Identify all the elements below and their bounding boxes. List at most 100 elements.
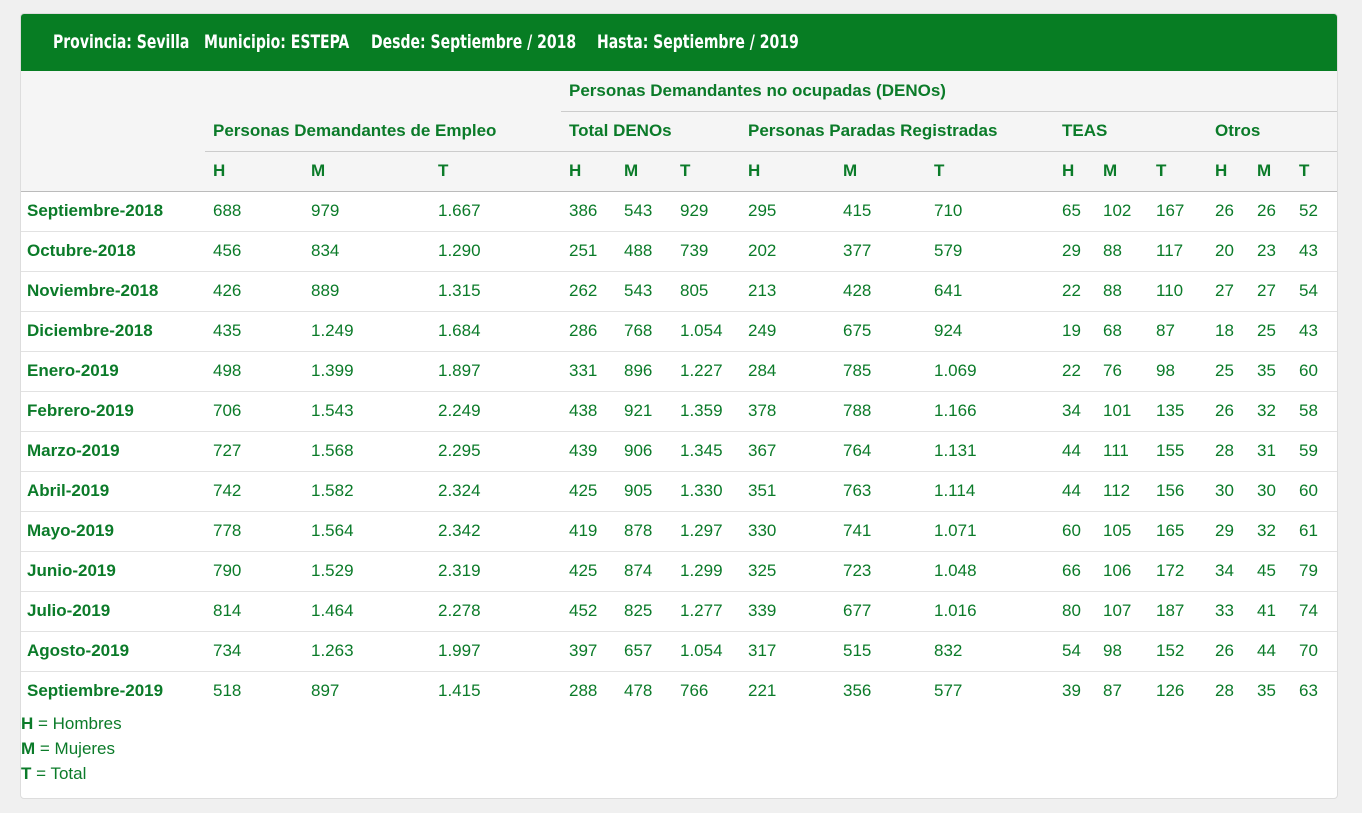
value-cell: 2.249: [430, 390, 561, 431]
value-cell: 1.359: [672, 390, 740, 431]
value-cell: 221: [740, 670, 835, 711]
value-cell: 785: [835, 350, 926, 391]
month-cell: Julio-2019: [21, 590, 205, 631]
col-header-otros-t: T: [1291, 151, 1337, 192]
value-cell: 76: [1095, 350, 1148, 391]
value-cell: 25: [1207, 350, 1249, 391]
value-cell: 1.997: [430, 630, 561, 671]
col-header-deno-h: H: [561, 151, 616, 192]
value-cell: 202: [740, 230, 835, 271]
value-cell: 1.315: [430, 270, 561, 311]
value-cell: 1.543: [303, 390, 430, 431]
value-cell: 834: [303, 230, 430, 271]
value-cell: 330: [740, 510, 835, 551]
blank-header-cell: [21, 71, 561, 111]
table-row: Febrero-2019 706 1.543 2.249 438 921 1.3…: [21, 390, 1337, 431]
value-cell: 98: [1095, 630, 1148, 671]
value-cell: 27: [1249, 270, 1291, 311]
value-cell: 33: [1207, 590, 1249, 631]
value-cell: 20: [1207, 230, 1249, 271]
sub-header-row: H M T H M T H M T H M T H M T: [21, 151, 1337, 192]
month-column-header: [21, 151, 205, 192]
table-row: Mayo-2019 778 1.564 2.342 419 878 1.297 …: [21, 510, 1337, 551]
legend-line: M = Mujeres: [21, 736, 1337, 761]
value-cell: 43: [1291, 230, 1337, 271]
value-cell: 111: [1095, 430, 1148, 471]
legend-text: = Total: [31, 764, 87, 783]
value-cell: 579: [926, 230, 1054, 271]
legend-key: M: [21, 739, 36, 758]
value-cell: 2.278: [430, 590, 561, 631]
value-cell: 763: [835, 470, 926, 511]
value-cell: 1.069: [926, 350, 1054, 391]
header-bar: Provincia: Sevilla Municipio: ESTEPA Des…: [21, 14, 1337, 71]
value-cell: 126: [1148, 670, 1207, 711]
header-bar-item-provincia: Provincia: Sevilla: [53, 31, 190, 53]
col-header-otros-h: H: [1207, 151, 1249, 192]
value-cell: 1.277: [672, 590, 740, 631]
month-cell: Octubre-2018: [21, 230, 205, 271]
legend-text: = Hombres: [33, 714, 122, 733]
value-cell: 1.897: [430, 350, 561, 391]
value-cell: 739: [672, 230, 740, 271]
value-cell: 2.342: [430, 510, 561, 551]
value-cell: 805: [672, 270, 740, 311]
table-row: Julio-2019 814 1.464 2.278 452 825 1.277…: [21, 590, 1337, 631]
value-cell: 26: [1257, 201, 1276, 220]
value-cell: 22: [1054, 350, 1095, 391]
value-cell: 742: [205, 470, 303, 511]
value-cell: 1.684: [430, 310, 561, 351]
value-cell: 356: [835, 670, 926, 711]
value-cell: 79: [1291, 550, 1337, 591]
value-cell: 498: [205, 350, 303, 391]
table-row: Octubre-2018 456 834 1.290 251 488 739 2…: [21, 230, 1337, 271]
value-cell: 39: [1054, 670, 1095, 711]
value-cell: 825: [616, 590, 672, 631]
col-header-deno-t: T: [672, 151, 740, 192]
value-cell: 98: [1148, 350, 1207, 391]
value-cell: 1.564: [303, 510, 430, 551]
value-cell: 60: [1291, 350, 1337, 391]
value-cell: 18: [1207, 310, 1249, 351]
group-header-pde: Personas Demandantes de Empleo: [205, 111, 561, 152]
value-cell: 386: [569, 201, 598, 220]
value-cell: 778: [205, 510, 303, 551]
value-cell: 70: [1291, 630, 1337, 671]
value-cell: 452: [561, 590, 616, 631]
value-cell: 27: [1207, 270, 1249, 311]
value-cell: 87: [1095, 670, 1148, 711]
legend-key: H: [21, 714, 34, 733]
value-cell: 59: [1291, 430, 1337, 471]
value-cell: 896: [616, 350, 672, 391]
value-cell: 688: [213, 201, 242, 220]
value-cell: 284: [740, 350, 835, 391]
value-cell: 1.016: [926, 590, 1054, 631]
value-cell: 112: [1095, 470, 1148, 511]
value-cell: 68: [1095, 310, 1148, 351]
value-cell: 325: [740, 550, 835, 591]
value-cell: 832: [926, 630, 1054, 671]
value-cell: 101: [1095, 390, 1148, 431]
value-cell: 1.464: [303, 590, 430, 631]
value-cell: 1.399: [303, 350, 430, 391]
value-cell: 187: [1148, 590, 1207, 631]
header-bar-item-hasta: Hasta: Septiembre / 2019: [597, 31, 799, 53]
table-row: Agosto-2019 734 1.263 1.997 397 657 1.05…: [21, 630, 1337, 671]
value-cell: 367: [740, 430, 835, 471]
value-cell: 435: [205, 310, 303, 351]
table-row: Noviembre-2018 426 889 1.315 262 543 805…: [21, 270, 1337, 311]
value-cell: 378: [740, 390, 835, 431]
value-cell: 543: [616, 270, 672, 311]
col-header-teas-m: M: [1095, 151, 1148, 192]
value-cell: 768: [616, 310, 672, 351]
value-cell: 677: [835, 590, 926, 631]
value-cell: 1.227: [672, 350, 740, 391]
value-cell: 155: [1148, 430, 1207, 471]
value-cell: 29: [1054, 230, 1095, 271]
value-cell: 26: [1207, 630, 1249, 671]
value-cell: 397: [561, 630, 616, 671]
legend-line: T = Total: [21, 761, 1337, 786]
value-cell: 331: [561, 350, 616, 391]
legend-line: H = Hombres: [21, 711, 1337, 736]
value-cell: 905: [616, 470, 672, 511]
